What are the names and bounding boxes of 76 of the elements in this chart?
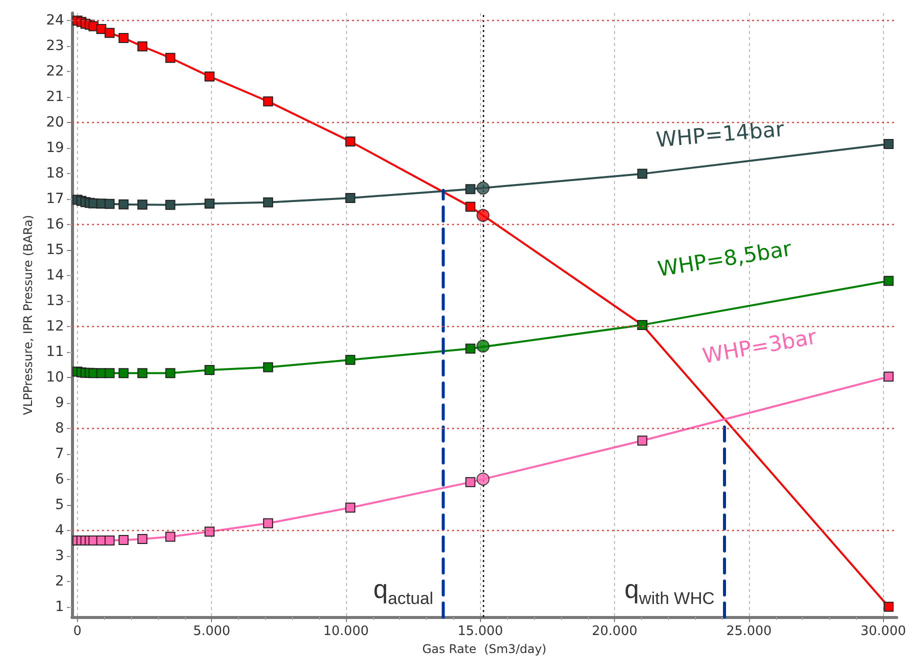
point bbox=[165, 532, 176, 542]
point bbox=[884, 138, 894, 149]
text: WHP=8,5bar bbox=[656, 236, 794, 282]
point bbox=[118, 32, 129, 43]
point bbox=[165, 200, 176, 210]
point bbox=[345, 136, 356, 146]
y-tick-label: 15 bbox=[46, 242, 64, 258]
point bbox=[104, 536, 115, 546]
point bbox=[884, 372, 894, 382]
y-tick-label: 19 bbox=[46, 140, 64, 156]
y-tick-label: 22 bbox=[46, 64, 64, 80]
annotation: q$_{with WHC}$ bbox=[624, 574, 714, 608]
point bbox=[263, 96, 274, 106]
x-tick-label: 20.000 bbox=[592, 624, 638, 639]
y-tick-label: 2 bbox=[55, 573, 64, 590]
x-tick-label: 5.000 bbox=[193, 624, 230, 639]
point bbox=[137, 368, 148, 378]
point bbox=[345, 193, 356, 204]
series-label: WHP=14bar bbox=[655, 116, 786, 152]
point bbox=[263, 197, 274, 208]
point bbox=[204, 365, 215, 376]
y-tick-label: 6 bbox=[55, 471, 64, 488]
point bbox=[137, 200, 148, 210]
text: WHP=3bar bbox=[700, 324, 819, 368]
y-tick-label: 20 bbox=[46, 114, 64, 131]
point bbox=[465, 202, 476, 212]
x-tick-label: 15.000 bbox=[458, 624, 504, 639]
x-tick-label: 10.000 bbox=[323, 624, 369, 639]
y-tick-label: 9 bbox=[55, 394, 64, 411]
point bbox=[118, 535, 129, 546]
y-tick-label: 24 bbox=[46, 12, 64, 29]
x-tick-label: 0 bbox=[73, 624, 82, 639]
y-tick-label: 23 bbox=[46, 38, 64, 54]
point bbox=[465, 184, 476, 194]
point bbox=[137, 41, 148, 52]
point bbox=[465, 344, 476, 354]
point bbox=[165, 368, 176, 378]
y-tick-label: 11 bbox=[46, 344, 64, 360]
y-tick-label: 3 bbox=[55, 548, 64, 564]
point bbox=[165, 52, 176, 63]
y-tick-label: 1 bbox=[55, 598, 64, 615]
y-tick-label: 17 bbox=[46, 191, 64, 208]
point bbox=[204, 71, 215, 82]
y-tick-label: 10 bbox=[46, 369, 64, 386]
x-tick-label: 30.000 bbox=[860, 624, 906, 639]
point bbox=[637, 436, 648, 446]
point bbox=[345, 354, 356, 365]
point bbox=[884, 276, 894, 286]
y-tick-label: 18 bbox=[46, 166, 64, 182]
x-axis-title: Gas Rate (Sm3/day) bbox=[422, 642, 546, 656]
point bbox=[465, 477, 476, 488]
point bbox=[137, 534, 148, 544]
point bbox=[204, 198, 215, 209]
y-tick-label: 8 bbox=[55, 420, 64, 436]
y-tick-label: 13 bbox=[46, 292, 64, 309]
point bbox=[263, 518, 274, 528]
point bbox=[263, 362, 274, 372]
point bbox=[104, 28, 115, 38]
y-tick-label: 4 bbox=[55, 522, 64, 538]
x-tick-label: 25.000 bbox=[726, 624, 772, 639]
y-tick-label: 12 bbox=[46, 318, 64, 334]
point bbox=[204, 526, 215, 537]
point bbox=[104, 368, 115, 378]
annotation: q$_{actual}$ bbox=[373, 574, 434, 608]
point bbox=[637, 168, 648, 179]
y-tick-label: 14 bbox=[46, 268, 64, 284]
point bbox=[118, 199, 129, 210]
point bbox=[104, 198, 115, 209]
y-tick-label: 5 bbox=[55, 496, 64, 513]
point bbox=[118, 368, 129, 378]
y-axis-title: VLPPressure, IPR Pressure (BARa) bbox=[21, 214, 35, 416]
y-tick-label: 16 bbox=[46, 216, 64, 233]
y-tick-label: 7 bbox=[55, 446, 64, 462]
point bbox=[345, 502, 356, 513]
point bbox=[884, 602, 894, 612]
y-tick-label: 21 bbox=[46, 89, 64, 106]
